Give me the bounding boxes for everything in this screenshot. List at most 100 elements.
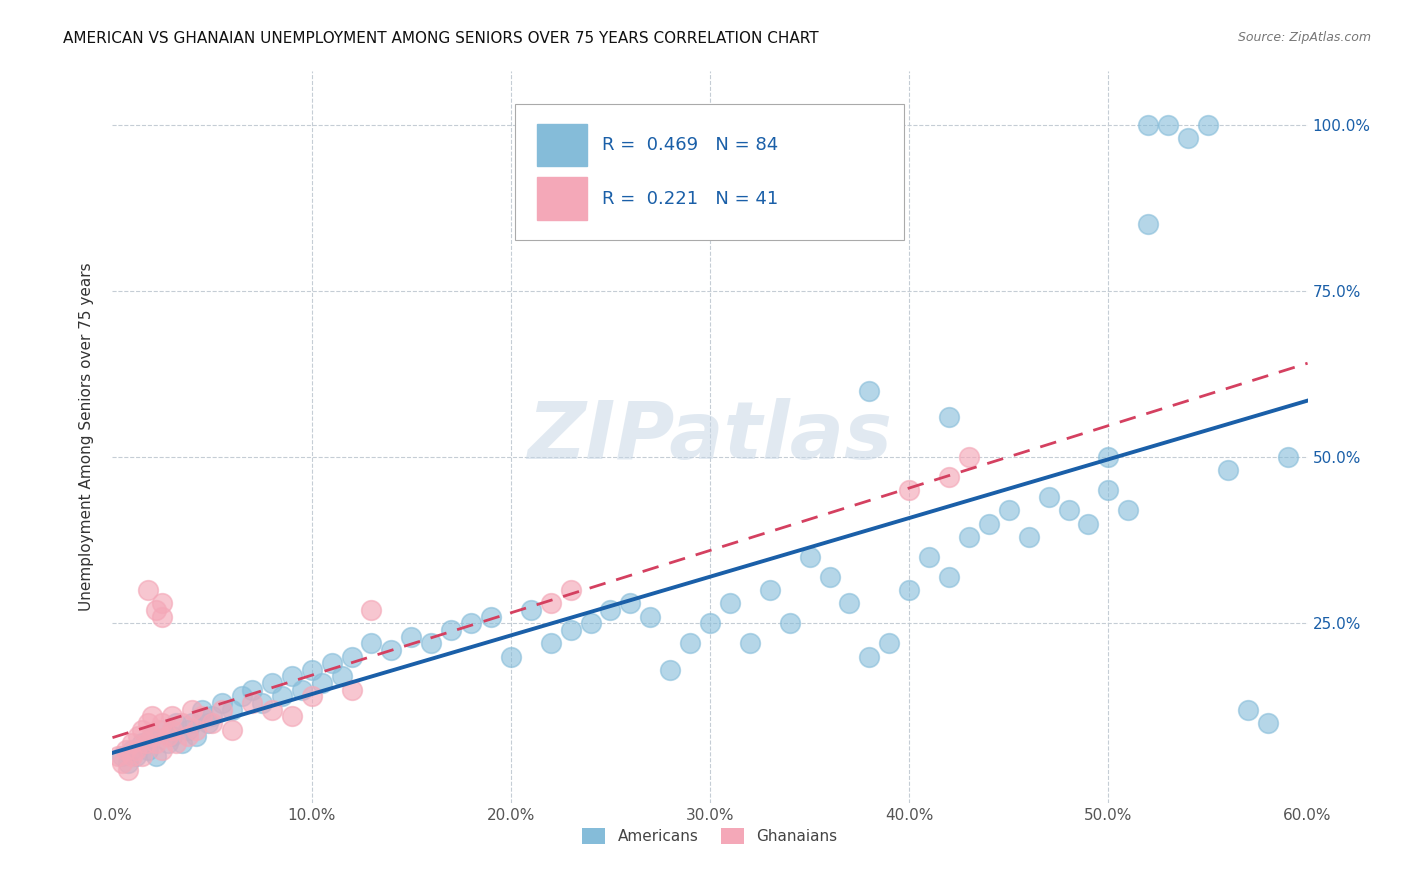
FancyBboxPatch shape [537,124,586,167]
Point [838,596,860,610]
Point [579,616,602,631]
Point [311,676,333,690]
Point [957,450,980,464]
Point [201,716,224,731]
Point [240,696,263,710]
Point [177,729,200,743]
Point [191,709,214,723]
Point [172,716,194,731]
Point [172,736,194,750]
Point [131,736,153,750]
Point [260,703,283,717]
Point [138,582,160,597]
Point [162,729,183,743]
Point [121,749,143,764]
Point [1157,118,1180,132]
Point [125,742,148,756]
Point [1077,516,1099,531]
Point [420,636,443,650]
Point [177,723,200,737]
Point [260,676,283,690]
Point [679,636,702,650]
Point [117,756,139,770]
Point [165,736,187,750]
Point [301,663,323,677]
Point [1277,450,1299,464]
Point [738,636,761,650]
Point [281,709,304,723]
Point [240,682,263,697]
Point [141,729,163,743]
Point [918,549,941,564]
Point [560,582,582,597]
Point [898,582,921,597]
Point [818,570,841,584]
Point [938,470,960,484]
Point [181,716,204,731]
Point [157,736,180,750]
Point [1197,118,1219,132]
Point [779,616,801,631]
Point [619,596,641,610]
Point [162,723,183,737]
Point [291,682,314,697]
Point [1118,503,1140,517]
Point [186,723,208,737]
Point [1097,483,1119,498]
Point [135,736,157,750]
FancyBboxPatch shape [515,104,904,240]
Point [221,723,243,737]
Text: R =  0.221   N = 41: R = 0.221 N = 41 [603,190,779,208]
Point [127,729,149,743]
Point [141,709,163,723]
Text: AMERICAN VS GHANAIAN UNEMPLOYMENT AMONG SENIORS OVER 75 YEARS CORRELATION CHART: AMERICAN VS GHANAIAN UNEMPLOYMENT AMONG … [63,31,818,46]
Point [150,742,173,756]
Point [1137,118,1160,132]
Point [111,756,134,770]
Point [340,649,363,664]
Point [759,582,782,597]
Point [718,596,741,610]
Point [540,596,562,610]
Text: Source: ZipAtlas.com: Source: ZipAtlas.com [1237,31,1371,45]
Point [330,669,353,683]
Point [150,723,173,737]
Point [340,682,363,697]
Point [250,696,273,710]
Point [1216,463,1239,477]
Point [540,636,562,650]
Point [157,729,180,743]
FancyBboxPatch shape [537,178,586,219]
Point [211,703,233,717]
Point [1137,217,1160,231]
Point [1097,450,1119,464]
Point [162,709,183,723]
Point [121,736,143,750]
Point [520,603,543,617]
Point [211,696,233,710]
Point [186,729,208,743]
Point [1177,131,1199,145]
Point [659,663,682,677]
Point [141,729,163,743]
Point [360,636,382,650]
Point [165,716,187,731]
Point [117,763,139,777]
Point [858,649,880,664]
Point [998,503,1021,517]
Point [460,616,482,631]
Point [281,669,304,683]
Point [1018,530,1040,544]
Point [145,736,167,750]
Point [479,609,502,624]
Legend: Americans, Ghanaians: Americans, Ghanaians [576,822,844,850]
Point [197,716,219,731]
Text: R =  0.469   N = 84: R = 0.469 N = 84 [603,136,779,154]
Point [201,709,224,723]
Point [115,742,138,756]
Y-axis label: Unemployment Among Seniors over 75 years: Unemployment Among Seniors over 75 years [79,263,94,611]
Point [1257,716,1279,731]
Point [181,703,204,717]
Point [191,703,214,717]
Point [131,723,153,737]
